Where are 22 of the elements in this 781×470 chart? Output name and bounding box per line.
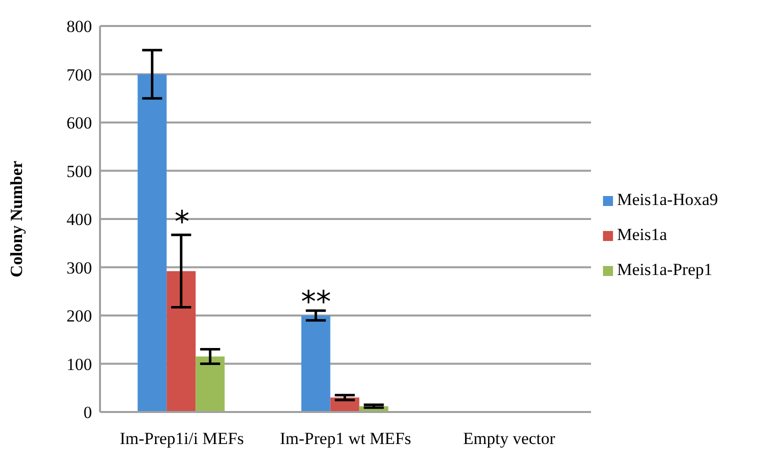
y-axis-title: Colony Number bbox=[7, 160, 26, 278]
y-tick-label: 800 bbox=[66, 17, 92, 36]
y-tick-label: 400 bbox=[66, 210, 92, 230]
bar bbox=[196, 356, 225, 412]
y-tick-label: 0 bbox=[84, 403, 92, 422]
legend-label: Meis1a-Prep1 bbox=[617, 260, 712, 278]
bar bbox=[166, 271, 196, 412]
y-tick-label: 100 bbox=[66, 354, 92, 374]
x-tick-label: Empty vector bbox=[463, 429, 556, 448]
y-tick-label: 700 bbox=[66, 65, 92, 84]
x-tick-label: Im-Prep1i/i MEFs bbox=[120, 429, 244, 448]
y-tick-label: 500 bbox=[66, 162, 92, 181]
legend-label: Meis1a bbox=[617, 224, 668, 244]
y-tick-label: 600 bbox=[66, 114, 92, 133]
bar bbox=[138, 74, 167, 412]
annotation: * bbox=[174, 205, 190, 240]
annotation: ** bbox=[301, 285, 331, 320]
bar bbox=[301, 316, 330, 412]
y-tick-label: 300 bbox=[66, 258, 92, 278]
y-tick-label: 200 bbox=[66, 306, 92, 326]
x-tick-label: Im-Prep1 wt MEFs bbox=[280, 429, 412, 448]
legend-label: Meis1a-Hoxa9 bbox=[617, 190, 718, 208]
